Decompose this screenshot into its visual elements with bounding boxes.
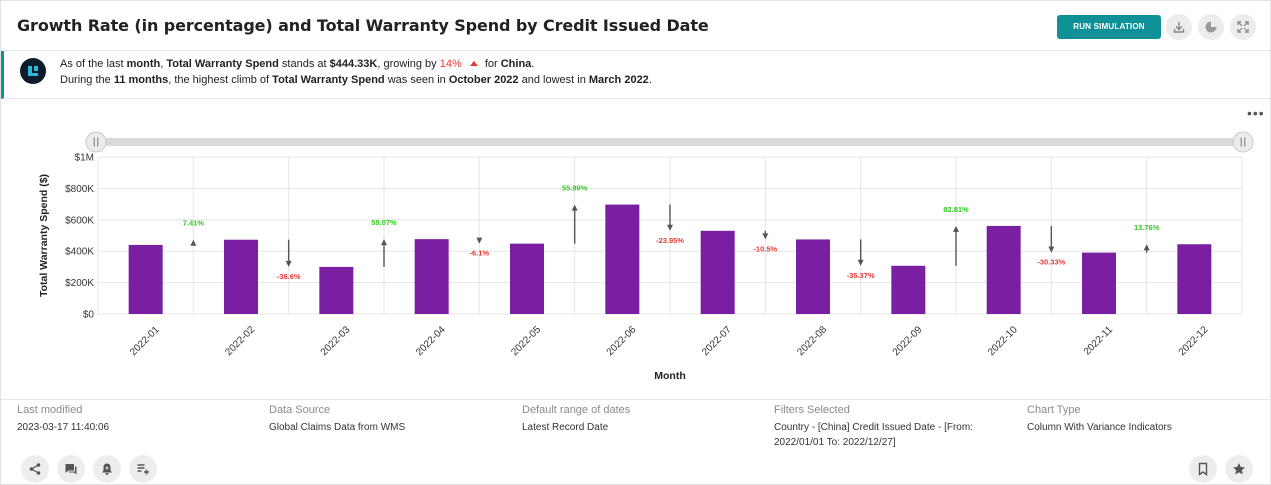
x-tick-label: 2022-12 <box>1177 324 1211 358</box>
bar-2022-06[interactable] <box>605 204 640 314</box>
y-tick-label: $800K <box>65 184 94 195</box>
data-source: Data Source Global Claims Data from WMS <box>269 404 406 433</box>
variance-label: 82.81% <box>943 205 969 214</box>
variance-label: -35.37% <box>847 271 875 280</box>
chart-area: 7.41% -36.6% 59.07% -6.1% 55.99% -23.95% -10.5… <box>1 99 1271 399</box>
y-tick-label: $400K <box>65 247 94 258</box>
x-tick-label: 2022-11 <box>1082 324 1116 358</box>
variance-arrow-head <box>190 239 197 246</box>
bar-2022-10[interactable] <box>986 225 1021 314</box>
expand-icon[interactable] <box>1230 14 1256 40</box>
bar-2022-04[interactable] <box>414 239 449 314</box>
bar-2022-02[interactable] <box>224 239 258 314</box>
variance-arrow-head <box>1048 246 1055 253</box>
star-icon[interactable] <box>1225 455 1253 483</box>
variance-arrow-head <box>857 259 864 266</box>
chart-title: Growth Rate (in percentage) and Total Wa… <box>17 16 709 35</box>
range-slider-right-handle[interactable] <box>1232 131 1254 153</box>
bookmark-icon[interactable] <box>1189 455 1217 483</box>
variance-indicator-7: -10.5% <box>753 230 778 253</box>
bar-2022-07[interactable] <box>700 230 735 314</box>
insight-line-1: As of the last month, Total Warranty Spe… <box>60 58 535 70</box>
variance-arrow-head <box>667 224 673 231</box>
growth-value: 14% <box>439 58 462 70</box>
comment-icon[interactable] <box>57 455 85 483</box>
variance-indicator-3: 59.07% <box>371 218 397 267</box>
variance-arrow-head <box>476 237 483 244</box>
last-modified: Last modified 2023-03-17 11:40:06 <box>17 404 110 433</box>
x-axis-title: Month <box>654 370 686 382</box>
x-tick-label: 2022-04 <box>414 324 448 358</box>
card-footer <box>1 451 1271 485</box>
variance-label: -36.6% <box>277 272 301 281</box>
y-tick-label: $600K <box>65 215 94 226</box>
variance-indicator-1: 7.41% <box>183 219 205 246</box>
insight-logo-icon <box>20 58 46 84</box>
x-tick-label: 2022-01 <box>128 324 162 358</box>
bar-2022-12[interactable] <box>1177 244 1212 314</box>
x-tick-label: 2022-09 <box>891 324 925 358</box>
variance-arrow-head <box>953 225 959 232</box>
x-tick-label: 2022-02 <box>223 324 257 358</box>
variance-indicator-11: 13.76% <box>1134 223 1160 253</box>
run-simulation-button[interactable]: RUN SIMULATION <box>1057 15 1161 39</box>
variance-arrow-head <box>1143 244 1150 251</box>
chart-type: Chart Type Column With Variance Indicato… <box>1027 404 1172 433</box>
variance-label: 55.99% <box>562 184 588 193</box>
variance-arrow-head <box>762 233 769 240</box>
insight-line-2: During the 11 months, the highest climb … <box>60 74 652 86</box>
variance-label: 13.76% <box>1134 223 1160 232</box>
x-tick-label: 2022-07 <box>700 324 734 358</box>
bar-2022-11[interactable] <box>1082 252 1116 314</box>
column-chart: 7.41% -36.6% 59.07% -6.1% 55.99% -23.95% -10.5… <box>38 131 1254 382</box>
x-tick-label: 2022-06 <box>605 324 639 358</box>
share-icon[interactable] <box>21 455 49 483</box>
variance-indicator-2: -36.6% <box>277 239 301 281</box>
variance-indicator-4: -6.1% <box>470 237 490 258</box>
variance-indicator-10: -30.33% <box>1037 225 1066 267</box>
variance-label: -6.1% <box>470 249 490 258</box>
y-tick-label: $200K <box>65 278 94 289</box>
range-slider[interactable] <box>85 131 1254 153</box>
y-axis-title: Total Warranty Spend ($) <box>38 174 50 297</box>
bar-2022-09[interactable] <box>891 265 926 314</box>
alert-bell-icon[interactable] <box>93 455 121 483</box>
variance-label: -10.5% <box>753 244 777 253</box>
pie-chart-icon[interactable] <box>1198 14 1224 40</box>
card-header: Growth Rate (in percentage) and Total Wa… <box>1 1 1271 51</box>
y-tick-label: $1M <box>75 153 94 164</box>
x-tick-label: 2022-05 <box>509 324 543 358</box>
download-icon[interactable] <box>1166 14 1192 40</box>
variance-arrow-head <box>285 260 292 267</box>
variance-label: -30.33% <box>1037 258 1065 267</box>
x-tick-label: 2022-08 <box>795 324 829 358</box>
variance-indicator-6: -23.95% <box>656 204 684 245</box>
variance-arrow-head <box>571 204 578 211</box>
chart-metadata: Last modified 2023-03-17 11:40:06 Data S… <box>1 399 1271 451</box>
growth-up-icon <box>469 61 478 66</box>
bar-2022-01[interactable] <box>128 244 163 314</box>
insight-panel: As of the last month, Total Warranty Spe… <box>1 51 1271 99</box>
y-tick-label: $0 <box>83 310 95 321</box>
variance-arrow-head <box>381 239 387 246</box>
variance-indicator-5: 55.99% <box>562 184 588 244</box>
filters-selected: Filters Selected Country - [China] Credi… <box>774 404 973 448</box>
add-to-list-icon[interactable] <box>129 455 157 483</box>
date-range: Default range of dates Latest Record Dat… <box>522 404 631 433</box>
range-slider-track[interactable] <box>96 138 1244 146</box>
bar-2022-08[interactable] <box>796 239 830 314</box>
more-options-icon[interactable]: ••• <box>1247 105 1265 121</box>
bar-2022-03[interactable] <box>319 266 354 314</box>
variance-label: 7.41% <box>183 219 205 228</box>
range-slider-left-handle[interactable] <box>85 131 107 153</box>
bar-2022-05[interactable] <box>510 243 544 314</box>
variance-label: 59.07% <box>371 218 397 227</box>
variance-label: -23.95% <box>656 236 684 245</box>
variance-indicator-9: 82.81% <box>943 205 969 266</box>
variance-indicator-8: -35.37% <box>847 239 875 280</box>
x-tick-label: 2022-03 <box>319 324 353 358</box>
x-tick-label: 2022-10 <box>986 324 1020 358</box>
